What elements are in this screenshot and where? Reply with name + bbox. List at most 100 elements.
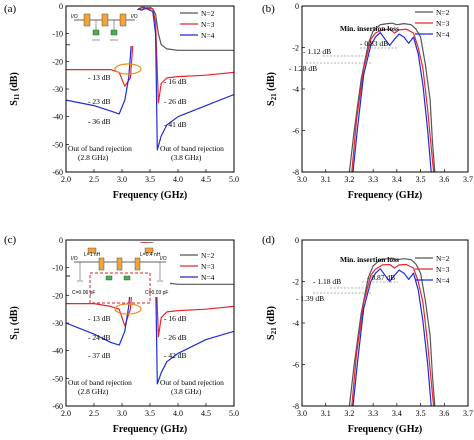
panel-a-y-tick-label: -20 <box>52 57 63 66</box>
panel-a-legend-n2: N=2 <box>201 9 215 18</box>
panel-b-y-tick-label: -6 <box>292 127 299 136</box>
panel-a-legend-n4: N=4 <box>201 31 215 40</box>
panel-a-x-tick-label: 2.0 <box>61 175 71 184</box>
panel-d-legend-n3: N=3 <box>436 265 450 274</box>
panel-c-note-left-line2: (2.8 GHz) <box>78 387 109 396</box>
panel-a-plot-frame <box>65 5 235 173</box>
panel-c-io-right-label: I/O <box>160 256 167 262</box>
panel-a-annotation-13db: - 13 dB <box>88 73 111 82</box>
panel-c-x-axis-title: Frequency (GHz) <box>113 424 188 435</box>
panel-c-io-left-label: I/O <box>71 256 78 262</box>
panel-a-annotation-41db: - 41 dB <box>164 120 187 129</box>
panel-c-x-tick-label: 4.0 <box>173 409 183 418</box>
panel-c-x-tick-label: 3.0 <box>117 409 127 418</box>
panel-c-note-right-line2: (3.8 GHz) <box>171 387 202 396</box>
panel-d-annotation-139: - 1.39 dB <box>296 294 324 303</box>
panel-d-series-n4 <box>352 268 432 406</box>
panel-a-passband-marker <box>114 63 142 75</box>
panel-a-annotation-16db: - 16 dB <box>164 77 187 86</box>
panel-b-x-axis-title: Frequency (GHz) <box>348 190 423 201</box>
panel-d-x-tick-label: 3.7 <box>463 409 473 418</box>
panel-c-x-tick-label: 3.5 <box>145 409 155 418</box>
panel-b-label: (b) <box>262 3 275 15</box>
panel-d-y-tick-label: -2 <box>292 278 299 287</box>
panel-b-legend-n2: N=2 <box>436 8 450 17</box>
panel-a-note-right-line1: Out of band rejection <box>160 144 224 153</box>
panel-d-legend-n4: N=4 <box>436 276 450 285</box>
panel-a-io-left-label: I/O <box>71 14 78 20</box>
panel-c-legend-n3: N=3 <box>201 262 215 271</box>
panel-b-legend-n4: N=4 <box>436 30 450 39</box>
panel-c-y-tick-label: -40 <box>52 347 63 356</box>
panel-c-y-tick-label: -50 <box>52 374 63 383</box>
panel-a-annotation-23db: - 23 dB <box>88 97 111 106</box>
panel-d-y-tick-label: -8 <box>292 402 299 411</box>
panel-d-x-tick-label: 3.4 <box>392 409 402 418</box>
panel-c-note-right-line1: Out of band rejection <box>160 378 224 387</box>
panel-b-y-tick-label: -8 <box>292 168 299 177</box>
panel-d-y-axis-title: S21 (dB) <box>266 306 278 340</box>
panel-c-x-tick-label: 2.0 <box>61 409 71 418</box>
panel-a-x-tick-label: 4.0 <box>173 175 183 184</box>
panel-c-label: (c) <box>4 234 17 246</box>
panel-a-x-tick-label: 5.0 <box>229 175 239 184</box>
panel-c-plot-frame <box>65 239 235 407</box>
panel-d-annotation-087: - 0.87 dB <box>367 273 395 282</box>
svg-text:S11 (dB): S11 (dB) <box>9 72 21 106</box>
panel-d-y-tick-label: 0 <box>295 236 299 245</box>
panel-a-note-right-line2: (3.8 GHz) <box>171 153 202 162</box>
panel-c-capacitor-right-label: C=0.03 pF <box>145 290 169 296</box>
panel-c-x-tick-label: 2.5 <box>89 409 99 418</box>
panel-d-x-tick-label: 3.0 <box>297 409 307 418</box>
panel-c-passband-marker <box>114 303 142 315</box>
panel-c-legend-n2: N=2 <box>201 251 215 260</box>
panel-c-note-left-line1: Out of band rejection <box>68 378 132 387</box>
panel-c-s11-chart: (c) 2.0 2.5 3.0 3.5 4.0 4.5 5.0 0 -10 -20 -30 -40 -5… <box>4 234 239 435</box>
panel-c-y-tick-label: -60 <box>52 402 63 411</box>
panel-b-annotation-title: Min. insertion loss <box>340 24 399 33</box>
panel-a-legend-n3: N=3 <box>201 20 215 29</box>
panel-b-x-tick-label: 3.3 <box>368 175 378 184</box>
panel-d-x-axis-title: Frequency (GHz) <box>348 424 423 435</box>
panel-c-filter-schematic: L=1 nH L=0.4 nH I/O I/O C=0.06 pF C=0.03… <box>70 243 170 304</box>
panel-a-series-n4 <box>66 8 234 151</box>
panel-a-note-left-line1: Out of band rejection <box>68 144 132 153</box>
panel-d-s21-chart: (d) 3.0 3.1 3.2 3.3 3.4 3.5 3.6 3.7 0 -2 -4 -6 -8 S2… <box>262 234 473 435</box>
panel-c-annotation-24db: - 24 dB <box>88 333 111 342</box>
panel-c-resonator-box <box>89 272 151 304</box>
panel-d-x-tick-label: 3.5 <box>416 409 426 418</box>
panel-b-x-tick-label: 3.1 <box>321 175 331 184</box>
panel-a-io-right-label: I/O <box>131 14 138 20</box>
panel-b-y-axis-title: S21 (dB) <box>266 72 278 106</box>
panel-b-x-tick-label: 3.2 <box>344 175 354 184</box>
panel-b-x-tick-label: 3.6 <box>439 175 449 184</box>
panel-a-y-tick-label: -50 <box>52 140 63 149</box>
panel-b-annotation-112: - 1.12 dB <box>303 47 331 56</box>
panel-b-annotation-128: - 1.28 dB <box>289 64 317 73</box>
panel-c-annotation-16db: - 16 dB <box>164 314 187 323</box>
panel-c-y-tick-label: -10 <box>52 264 63 273</box>
panel-b-x-tick-label: 3.5 <box>416 175 426 184</box>
panel-c-inductor-right-label: L=0.4 nH <box>140 252 161 258</box>
panel-a-y-tick-label: -10 <box>52 30 63 39</box>
panel-a-y-tick-label: 0 <box>59 2 63 11</box>
panel-c-annotation-42db: - 42 dB <box>164 351 187 360</box>
panel-b-x-tick-label: 3.7 <box>463 175 473 184</box>
panel-a-y-tick-label: -40 <box>52 113 63 122</box>
panel-d-annotation-118: - 1.18 dB <box>313 277 341 286</box>
panel-b-legend: N=2 N=3 N=4 <box>415 8 450 39</box>
panel-d-annotation-title: Min. insertion loss <box>340 255 399 264</box>
panel-c-annotation-37db: - 37 dB <box>88 351 111 360</box>
panel-c-annotation-26db: - 26 dB <box>164 333 187 342</box>
panel-a-x-axis-title: Frequency (GHz) <box>113 190 188 201</box>
panel-a-x-tick-label: 3.0 <box>117 175 127 184</box>
panel-c-annotation-13db: - 13 dB <box>88 314 111 323</box>
panel-d-x-tick-label: 3.6 <box>439 409 449 418</box>
panel-d-label: (d) <box>262 234 275 246</box>
panel-b-s21-chart: (b) 3.0 3.1 3.2 3.3 3.4 3.5 3.6 3.7 0 -2 -4 -6 -8 S2… <box>262 2 473 201</box>
panel-b-series-n3 <box>351 28 435 172</box>
panel-c-y-tick-label: 0 <box>59 236 63 245</box>
panel-b-y-tick-label: 0 <box>295 2 299 11</box>
panel-a-s11-chart: (a) 2.0 2.5 3.0 3.5 4.0 4.5 5.0 0 -10 -20 -30 -40 -5… <box>4 2 239 201</box>
svg-text:S21 (dB): S21 (dB) <box>266 72 278 106</box>
